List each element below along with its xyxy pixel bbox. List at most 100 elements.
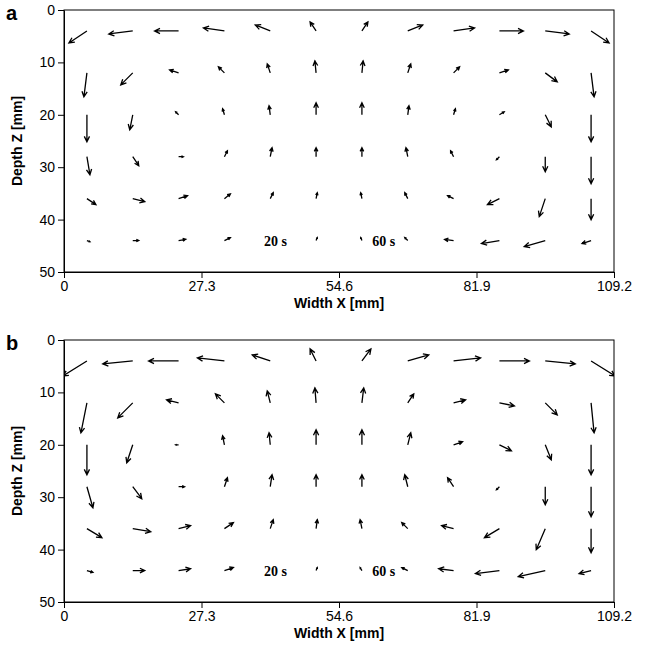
tick: 81.9 [463,272,490,294]
velocity-arrow [408,394,414,403]
velocity-arrow [545,31,569,36]
velocity-arrow [179,486,185,488]
tick-mark [58,10,64,11]
tick-mark [58,340,64,341]
tick-label: 30 [39,159,55,175]
annotation-background [262,234,290,249]
velocity-arrow [82,73,87,97]
tick-mark [58,220,64,221]
x-axis: 027.354.681.9109.2 [61,602,633,624]
velocity-arrow [255,25,270,31]
tick: 10 [39,54,64,70]
velocity-arrow [86,157,91,175]
tick: 81.9 [463,602,490,624]
velocity-arrow [361,238,362,241]
velocity-arrow [224,238,230,241]
axis-line [64,341,65,603]
velocity-arrow [266,391,271,403]
tick: 30 [39,159,64,175]
tick-label: 30 [39,489,55,505]
velocity-arrow [543,157,548,172]
tick-label: 109.2 [597,278,632,294]
velocity-arrow [109,31,133,36]
velocity-arrow [87,570,93,572]
velocity-arrow [268,106,272,115]
velocity-arrow [359,430,364,445]
panel: 027.354.681.9109.20102030405020 s60 sWid… [6,332,632,641]
velocity-arrow [588,199,593,220]
velocity-arrow [588,529,593,553]
tick: 20 [39,107,64,123]
tick-mark [58,272,64,273]
velocity-arrow [499,445,511,451]
velocity-arrow [252,354,270,361]
velocity-arrow [133,198,145,203]
velocity-arrow [310,349,316,361]
annotation: 20 s [264,564,288,579]
tick-label: 10 [39,384,55,400]
velocity-arrow [269,475,274,487]
velocity-arrow [133,157,139,166]
velocity-arrow [126,445,133,463]
tick: 50 [39,594,64,610]
tick-mark [58,167,64,168]
velocity-arrow [360,193,362,199]
velocity-arrow [224,523,233,529]
velocity-arrow [176,112,179,115]
velocity-arrow [197,356,224,361]
tick: 0 [47,332,64,348]
velocity-arrow [591,403,596,433]
panel-letter: b [6,332,18,354]
vector-field [64,349,614,578]
tick: 40 [39,542,64,558]
velocity-arrow [87,241,90,242]
velocity-arrow [484,529,499,538]
vector-field [69,22,609,248]
velocity-arrow [362,349,371,361]
annotation: 60 s [372,564,396,579]
velocity-arrow [315,520,319,529]
velocity-arrow [442,525,454,530]
tick: 40 [39,212,64,228]
velocity-arrow [203,26,224,31]
velocity-arrow [267,433,272,445]
velocity-arrow [316,193,318,199]
velocity-arrow [524,241,545,248]
velocity-arrow [402,568,408,571]
velocity-arrow [588,157,593,184]
velocity-arrow [543,487,548,505]
tick-label: 40 [39,542,55,558]
tick-mark [58,392,64,393]
tick-label: 20 [39,437,55,453]
y-axis-title: Depth Z [mm] [9,96,25,186]
velocity-arrow [176,444,179,445]
velocity-arrow [84,115,89,142]
velocity-arrow [408,64,412,73]
velocity-arrow [538,199,545,217]
y-axis: 01020304050 [39,2,64,280]
velocity-arrow [496,487,499,490]
velocity-arrow [133,239,139,241]
tick-mark [58,602,64,603]
tick: 20 [39,437,64,453]
velocity-arrow [405,238,408,241]
velocity-arrow [451,151,454,157]
tick-label: 50 [39,594,55,610]
velocity-arrow [121,73,133,85]
velocity-arrow [454,399,466,404]
velocity-arrow [224,194,230,199]
tick: 54.6 [326,602,353,624]
velocity-arrow [448,196,454,199]
velocity-arrow [270,520,274,529]
figure: 027.354.681.9109.20102030405020 s60 sWid… [0,0,646,649]
velocity-arrow [310,22,316,31]
velocity-arrow [545,361,575,366]
velocity-arrow [215,394,224,403]
velocity-arrow [448,478,454,487]
tick-label: 20 [39,107,55,123]
velocity-arrow [475,570,499,575]
velocity-arrow [133,487,142,499]
annotation: 60 s [372,234,396,249]
velocity-arrow [402,523,408,529]
velocity-arrow [224,567,233,571]
